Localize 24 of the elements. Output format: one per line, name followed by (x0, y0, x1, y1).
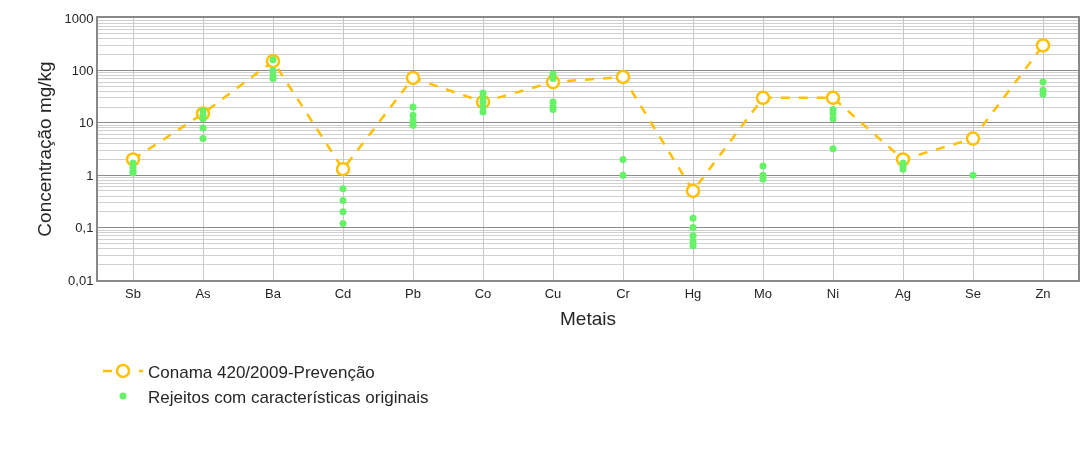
x-tick-label: Ag (895, 285, 911, 301)
x-tick-label: Cd (334, 285, 352, 301)
x-axis-title: Metais (560, 307, 616, 329)
x-tick-label: Ni (826, 285, 840, 301)
x-tick-label: Mo (753, 285, 773, 301)
y-axis-title: Concentração mg/kg (33, 61, 55, 237)
y-tick-label: 1 (86, 167, 94, 183)
x-tick-label: As (195, 285, 212, 301)
x-tick-label: Pb (405, 285, 421, 301)
x-tick-label: Cu (544, 285, 562, 301)
legend-label: Rejeitos com características originais (148, 387, 429, 407)
y-tick-label: 10 (78, 115, 94, 131)
x-tick-label: Hg (684, 285, 702, 301)
y-tick-label: 100 (71, 62, 94, 78)
x-tick-label: Sb (125, 285, 141, 301)
y-tick-label: 0,01 (68, 272, 94, 288)
x-tick-label: Zn (1035, 285, 1051, 301)
legend-label: Conama 420/2009-Prevenção (148, 362, 375, 382)
x-tick-label: Ba (265, 285, 282, 301)
y-tick-label: 0,1 (75, 220, 94, 236)
x-tick-label: Cr (616, 285, 631, 301)
y-tick-label: 1000 (64, 10, 94, 26)
x-tick-label: Se (965, 285, 981, 301)
x-tick-label: Co (474, 285, 492, 301)
